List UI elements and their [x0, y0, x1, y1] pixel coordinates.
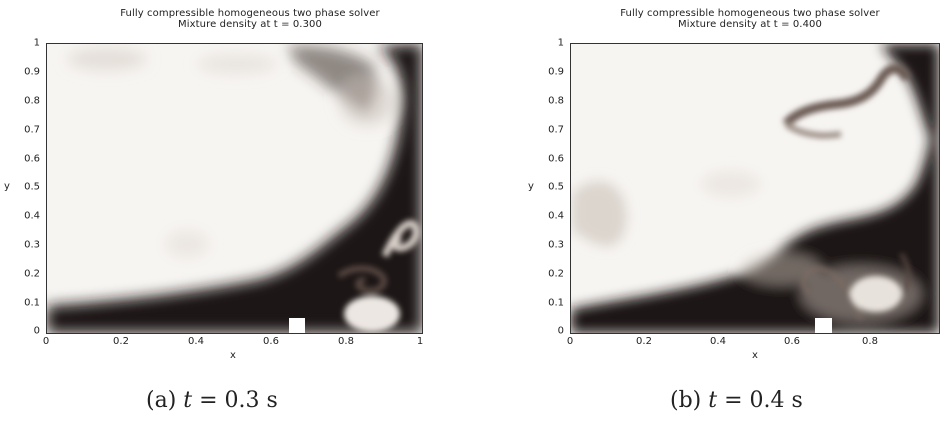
title-line-1: Fully compressible homogeneous two phase… [620, 8, 880, 19]
y-tick-label: 0 [557, 325, 564, 337]
x-tick-label: 0.4 [188, 336, 204, 347]
y-tick-label: 0.3 [548, 239, 564, 251]
x-tick-label: 0.8 [862, 336, 878, 347]
caption-prefix: (b) [670, 388, 702, 413]
title-line-1: Fully compressible homogeneous two phase… [120, 8, 380, 19]
y-tick-label: 0.6 [548, 153, 564, 165]
figure-title: Fully compressible homogeneous two phase… [70, 8, 430, 30]
y-tick-label: 0.1 [24, 297, 40, 309]
y-axis-label: y [528, 181, 534, 192]
y-tick-label: 0.7 [24, 124, 40, 136]
x-tick-label: 0.2 [113, 336, 129, 347]
y-tick-label: 0.6 [24, 153, 40, 165]
y-tick-label: 0.2 [548, 268, 564, 280]
y-tick-label: 0.4 [548, 210, 564, 222]
y-tick-label: 0.4 [24, 210, 40, 222]
y-tick-label: 0.3 [24, 239, 40, 251]
x-tick-label: 0 [566, 336, 574, 347]
x-axis-label: x [230, 350, 236, 361]
x-tick-label: 0.2 [636, 336, 652, 347]
x-tick-label: 0.6 [784, 336, 800, 347]
caption-value: = 0.4 s [717, 388, 803, 413]
y-tick-label: 0.5 [24, 181, 40, 193]
density-field-image [47, 44, 422, 333]
title-line-2: Mixture density at t = 0.400 [678, 19, 822, 30]
caption-variable: t [183, 388, 193, 413]
y-tick-label: 0.5 [548, 181, 564, 193]
figure-caption: (b) t = 0.4 s [670, 388, 803, 413]
y-tick-label: 0 [33, 325, 40, 337]
y-tick-label: 1 [557, 37, 564, 49]
figure-panel-b: Fully compressible homogeneous two phase… [470, 0, 943, 422]
y-tick-label: 0.2 [24, 268, 40, 280]
y-axis-label: y [4, 181, 10, 192]
x-tick-label: 0.8 [338, 336, 354, 347]
figure-caption: (a) t = 0.3 s [146, 388, 278, 413]
y-tick-label: 0.9 [24, 66, 40, 78]
density-plot [46, 43, 423, 334]
density-field-image [571, 44, 939, 333]
x-tick-label: 0.4 [710, 336, 726, 347]
y-tick-label: 0.8 [548, 95, 564, 107]
title-line-2: Mixture density at t = 0.300 [178, 19, 322, 30]
x-tick-label: 1 [416, 336, 424, 347]
density-plot [570, 43, 940, 334]
y-tick-label: 0.9 [548, 66, 564, 78]
caption-variable: t [708, 388, 718, 413]
y-tick-label: 0.7 [548, 124, 564, 136]
figure-panel-a: Fully compressible homogeneous two phase… [0, 0, 470, 422]
y-tick-label: 0.1 [548, 297, 564, 309]
y-tick-label: 0.8 [24, 95, 40, 107]
x-tick-label: 0 [42, 336, 50, 347]
x-axis-label: x [752, 350, 758, 361]
caption-value: = 0.3 s [192, 388, 278, 413]
x-tick-label: 0.6 [263, 336, 279, 347]
caption-prefix: (a) [146, 388, 177, 413]
y-tick-label: 1 [33, 37, 40, 49]
figure-title: Fully compressible homogeneous two phase… [570, 8, 930, 30]
